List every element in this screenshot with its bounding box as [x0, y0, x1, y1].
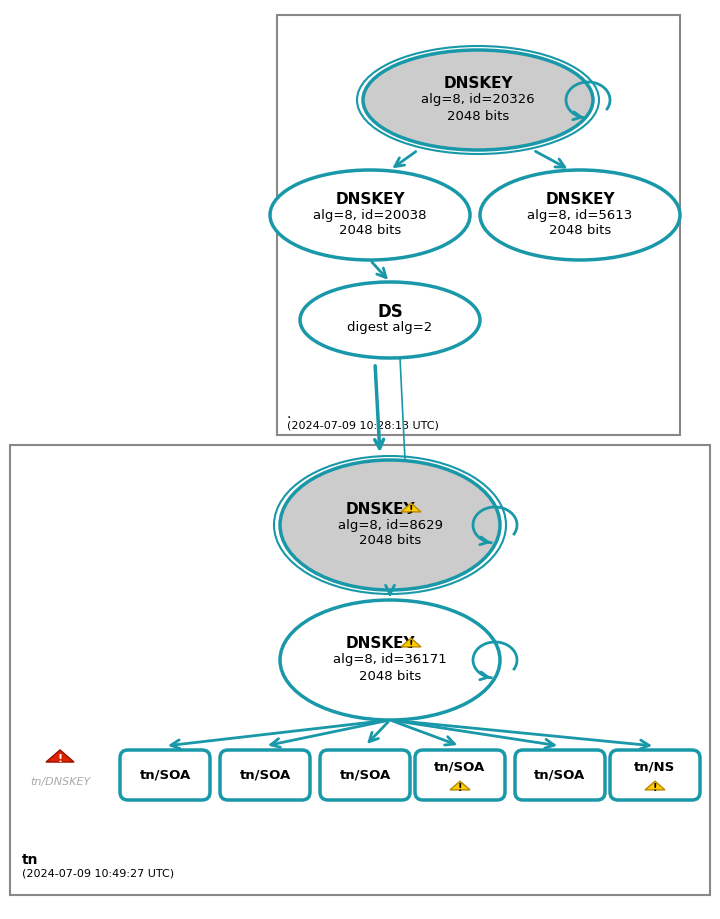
FancyBboxPatch shape [415, 750, 505, 800]
Text: DNSKEY: DNSKEY [345, 637, 415, 652]
Text: tn/SOA: tn/SOA [339, 768, 391, 781]
FancyBboxPatch shape [610, 750, 700, 800]
Text: 2048 bits: 2048 bits [339, 224, 401, 237]
Ellipse shape [270, 170, 470, 260]
Text: !: ! [653, 783, 657, 793]
Text: !: ! [58, 754, 63, 764]
Ellipse shape [300, 282, 480, 358]
Text: DNSKEY: DNSKEY [336, 191, 405, 207]
Bar [277, 15, 680, 435]
Ellipse shape [480, 170, 680, 260]
Polygon shape [401, 504, 421, 512]
Text: 2048 bits: 2048 bits [359, 670, 421, 683]
Text: tn: tn [22, 853, 38, 867]
Bar [10, 445, 710, 895]
Text: DNSKEY: DNSKEY [545, 191, 615, 207]
Text: !: ! [458, 783, 462, 793]
Text: (2024-07-09 10:49:27 UTC): (2024-07-09 10:49:27 UTC) [22, 869, 174, 879]
Text: 2048 bits: 2048 bits [359, 535, 421, 548]
Text: DNSKEY: DNSKEY [345, 502, 415, 516]
FancyBboxPatch shape [120, 750, 210, 800]
Text: tn/SOA: tn/SOA [140, 768, 191, 781]
Text: alg=8, id=36171: alg=8, id=36171 [333, 653, 447, 666]
Polygon shape [401, 638, 421, 647]
Polygon shape [46, 750, 74, 762]
Polygon shape [450, 781, 470, 790]
Text: alg=8, id=5613: alg=8, id=5613 [527, 209, 633, 221]
Text: (2024-07-09 10:28:13 UTC): (2024-07-09 10:28:13 UTC) [287, 421, 439, 431]
Text: tn/SOA: tn/SOA [534, 768, 585, 781]
FancyBboxPatch shape [320, 750, 410, 800]
Text: digest alg=2: digest alg=2 [347, 322, 433, 335]
Text: 2048 bits: 2048 bits [447, 109, 509, 122]
Text: alg=8, id=8629: alg=8, id=8629 [338, 518, 443, 531]
Text: DS: DS [377, 303, 403, 321]
Text: tn/SOA: tn/SOA [434, 761, 485, 774]
Text: tn/DNSKEY: tn/DNSKEY [30, 777, 90, 787]
FancyBboxPatch shape [515, 750, 605, 800]
FancyBboxPatch shape [220, 750, 310, 800]
Text: alg=8, id=20326: alg=8, id=20326 [421, 94, 535, 107]
Text: tn/NS: tn/NS [634, 761, 675, 774]
Ellipse shape [280, 460, 500, 590]
Text: 2048 bits: 2048 bits [549, 224, 611, 237]
Text: tn/SOA: tn/SOA [239, 768, 291, 781]
Text: !: ! [409, 640, 413, 650]
Text: !: ! [409, 505, 413, 515]
Text: alg=8, id=20038: alg=8, id=20038 [313, 209, 427, 221]
Polygon shape [645, 781, 665, 790]
Text: DNSKEY: DNSKEY [444, 76, 513, 92]
Ellipse shape [363, 50, 593, 150]
Ellipse shape [280, 600, 500, 720]
Text: .: . [287, 407, 292, 421]
